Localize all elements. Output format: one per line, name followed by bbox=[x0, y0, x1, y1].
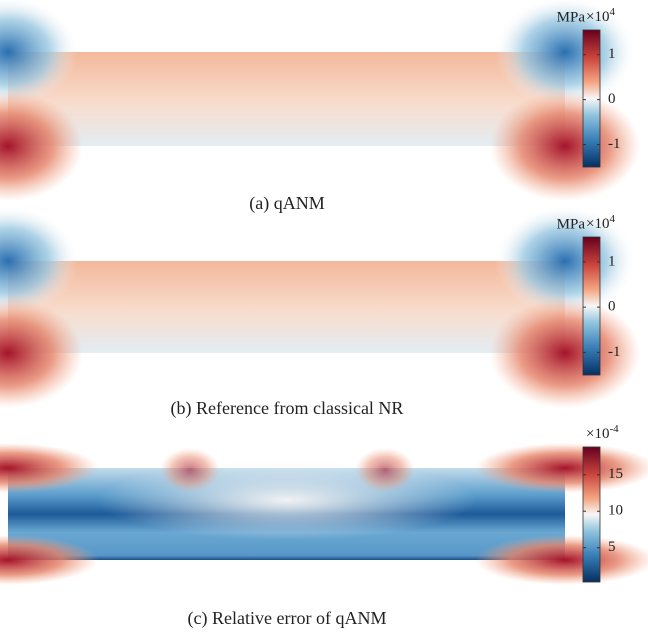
tick-label: 0 bbox=[608, 91, 616, 107]
colorbar bbox=[582, 29, 601, 168]
field-c bbox=[0, 443, 648, 585]
tick-label: 15 bbox=[608, 466, 623, 482]
colorbar bbox=[582, 236, 601, 376]
tick-label: -1 bbox=[608, 344, 621, 360]
tick-label: 1 bbox=[608, 253, 616, 269]
tick-label: 5 bbox=[608, 539, 616, 555]
multiplier-exponent: -4 bbox=[609, 423, 619, 435]
field-b bbox=[0, 206, 640, 408]
multiplier-exponent: 4 bbox=[609, 213, 615, 225]
multiplier-base: ×10 bbox=[586, 9, 609, 25]
multiplier-exponent: 4 bbox=[609, 6, 615, 18]
unit: MPa bbox=[557, 9, 586, 25]
tick-label: 0 bbox=[608, 299, 616, 315]
colorbar bbox=[582, 446, 601, 583]
caption: (a) qANM bbox=[249, 193, 324, 214]
tick-label: -1 bbox=[608, 136, 621, 152]
tick-label: 1 bbox=[608, 46, 616, 62]
multiplier: ×104 bbox=[586, 6, 615, 26]
caption: (b) Reference from classical NR bbox=[171, 398, 404, 419]
multiplier-base: ×10 bbox=[586, 216, 609, 232]
multiplier-base: ×10 bbox=[586, 426, 609, 442]
multiplier: ×10-4 bbox=[586, 423, 619, 443]
tick-label: 10 bbox=[608, 503, 623, 519]
field-a bbox=[0, 0, 640, 201]
caption: (c) Relative error of qANM bbox=[188, 608, 387, 629]
unit: MPa bbox=[557, 216, 586, 232]
multiplier: ×104 bbox=[586, 213, 615, 233]
